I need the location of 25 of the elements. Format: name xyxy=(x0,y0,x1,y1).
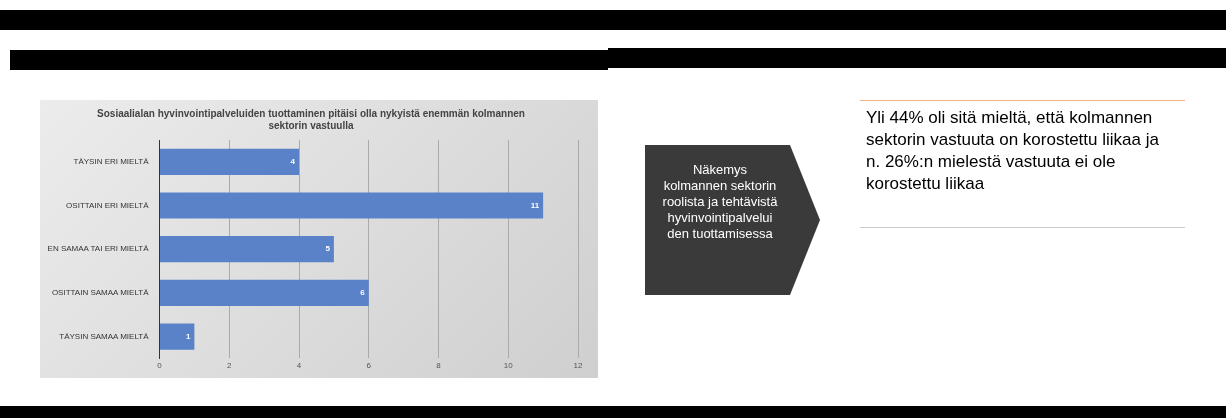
x-tick-label: 12 xyxy=(573,361,583,371)
data-label: 1 xyxy=(185,331,191,341)
y-tick-label: TÄYSIN SAMAA MIELTÄ xyxy=(59,331,150,341)
x-tick-label: 4 xyxy=(296,361,302,371)
y-tick-label: EN SAMAA TAI ERI MIELTÄ xyxy=(47,244,150,254)
text: Yli 44% oli sitä mieltä, että kolmannen sektorin vastuuta on korostettu liikaa ja n. 26%:n mielestä vastuuta ei ole korostettu liikaa xyxy=(866,107,1160,195)
data-label: 4 xyxy=(290,157,296,167)
bar xyxy=(160,236,334,263)
chart-title: Sosiaalialan hyvinvointipalveluiden tuottaminen pitäisi olla nykyistä enemmän kolmannen sektorin vastuulla xyxy=(97,107,525,131)
text: Näkemys kolmannen sektorin roolista ja tehtävistä hyvinvointipalvelui den tuottamisessa xyxy=(661,162,779,242)
bar xyxy=(160,148,299,175)
x-tick-label: 2 xyxy=(227,361,233,371)
y-tick-label: OSITTAIN ERI MIELTÄ xyxy=(66,200,150,210)
bar xyxy=(160,279,369,306)
x-tick-label: 6 xyxy=(366,361,372,371)
y-tick-label: OSITTAIN SAMAA MIELTÄ xyxy=(51,288,150,298)
data-label: 11 xyxy=(530,200,540,210)
bar xyxy=(160,192,544,219)
data-label: 5 xyxy=(325,244,331,254)
data-label: 6 xyxy=(360,288,366,298)
x-tick-label: 0 xyxy=(157,361,163,371)
y-tick-label: TÄYSIN ERI MIELTÄ xyxy=(73,157,150,167)
bar xyxy=(160,323,195,350)
x-tick-label: 8 xyxy=(436,361,442,371)
x-tick-label: 10 xyxy=(503,361,514,371)
